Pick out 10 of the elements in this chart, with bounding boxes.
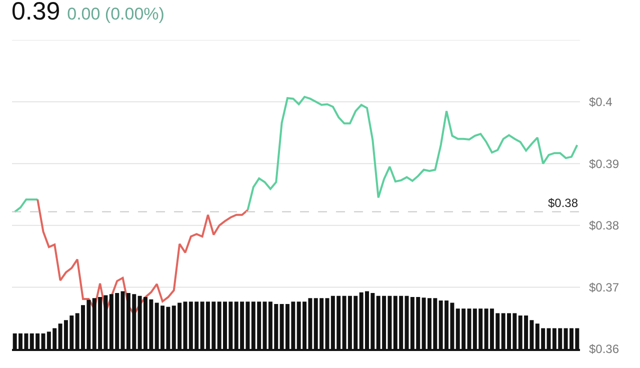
chart-title: 0.39 [12,0,60,26]
y-tick-label: $0.39 [589,156,620,171]
ref-line-label: $0.38 [548,196,578,210]
y-tick-label: $0.37 [589,280,620,294]
line-series [246,96,578,211]
line-series [36,198,249,316]
chart-subtitle: 0.00 (0.00%) [67,4,164,24]
y-tick-label: $0.38 [589,218,620,233]
y-tick-label: $0.4 [589,95,613,109]
y-tick-label: $0.36 [589,342,620,356]
